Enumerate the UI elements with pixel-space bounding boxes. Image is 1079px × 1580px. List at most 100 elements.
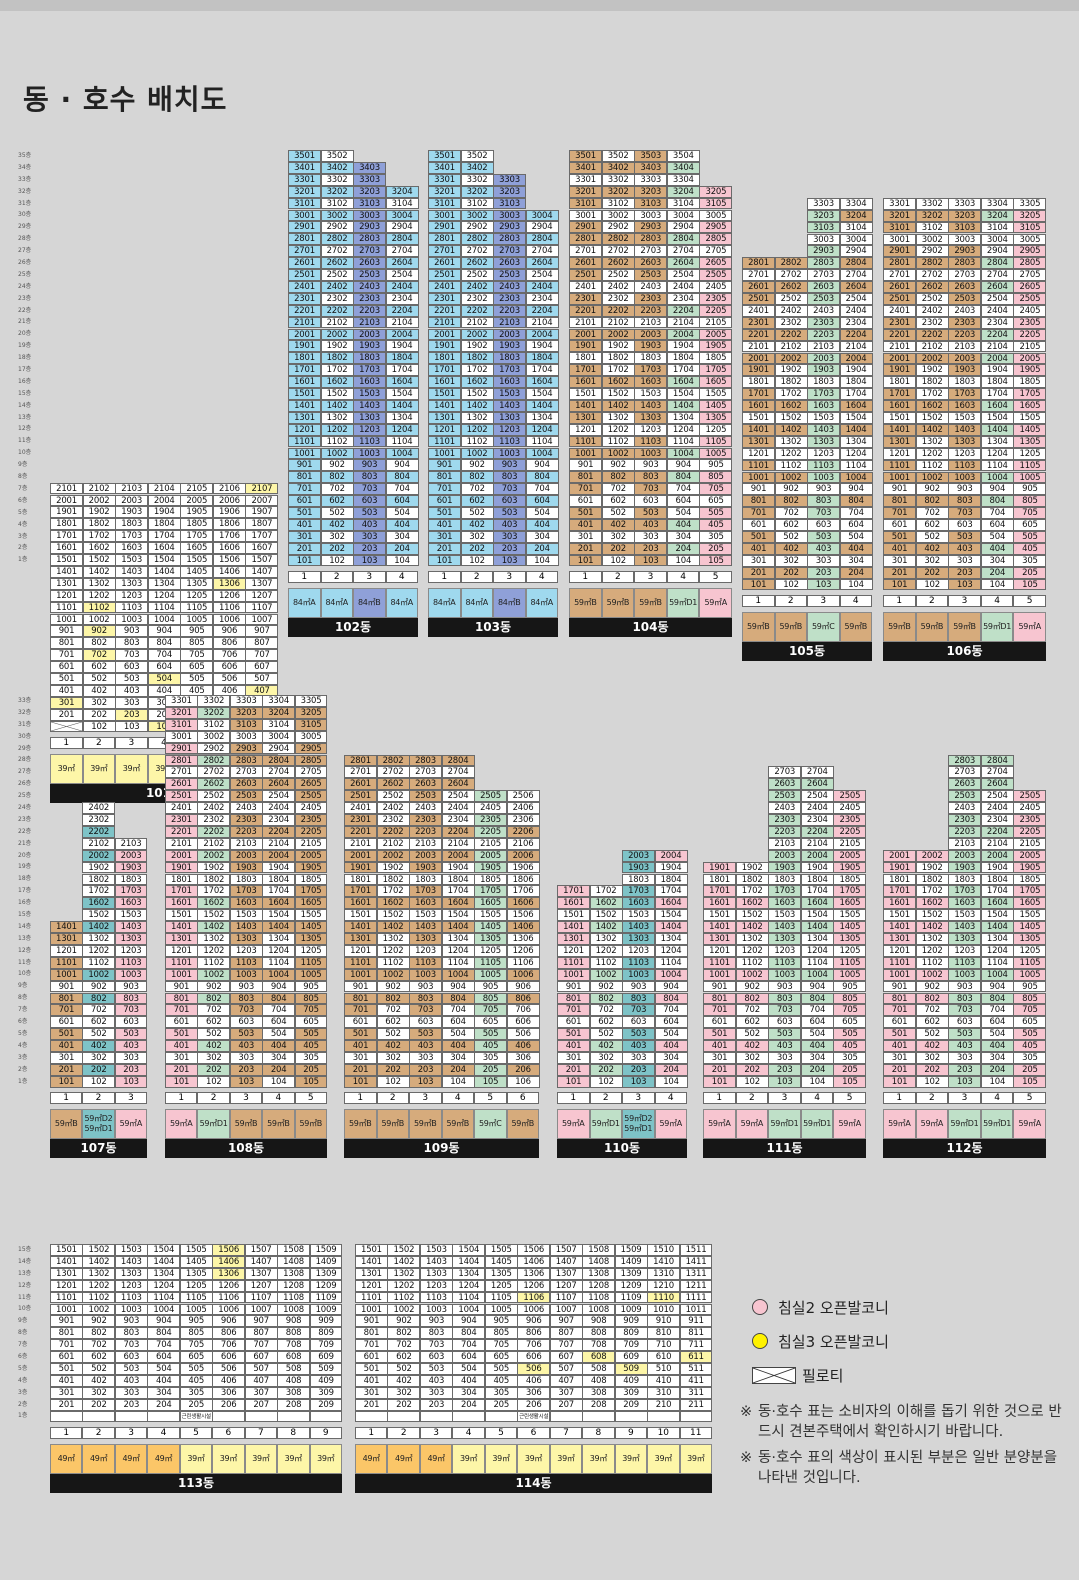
unit-cell: 1404 <box>666 399 700 412</box>
unit-cell: 1201 <box>742 447 775 460</box>
unit-cell: 701 <box>50 1339 83 1352</box>
unit-cell: 1207 <box>549 1279 583 1292</box>
unit-cell: 1301 <box>355 1267 388 1280</box>
unit-cell: 902 <box>376 980 410 993</box>
line-number-row: 1 2 3 4 5 6 7 8 9 10 11 <box>355 1426 712 1439</box>
unit-cell: 607 <box>245 661 279 673</box>
unit-type: 84㎡A <box>385 587 418 618</box>
unit-cell: 1903 <box>353 340 386 353</box>
unit-cell: 1201 <box>288 423 321 436</box>
unit-cell: 906 <box>506 980 540 993</box>
unit-cell: 904 <box>839 483 873 496</box>
unit-cell: 2503 <box>493 269 526 281</box>
building-101동: 2101 2001 1901 1801 1701 1601 1501 1401 1301 1201… <box>50 316 279 803</box>
unit-type: 59㎡A <box>165 1108 198 1139</box>
unit-cell: 2004 <box>980 849 1014 862</box>
unit-cell: 1701 <box>883 388 917 401</box>
unit-cell: 3302 <box>460 173 494 186</box>
unit-cell: 102 <box>601 554 635 567</box>
unit-cell: 1505 <box>294 909 328 922</box>
unit-cell: 1203 <box>807 447 840 460</box>
unit-cell: 1703 <box>409 885 442 898</box>
unit-type-label: 59㎡D1 <box>84 1123 113 1133</box>
piloti-cell <box>679 1410 713 1423</box>
note-text: 동·호수 표의 색상이 표시된 부분은 일반 분양분을 나타낸 것입니다. <box>758 1450 1058 1486</box>
unit-cell: 2505 <box>833 790 867 803</box>
unit-cell: 604 <box>654 1016 688 1029</box>
unit-cell: 703 <box>948 1004 982 1017</box>
unit-cell: 1002 <box>915 471 949 484</box>
unit-cell: 703 <box>409 1004 442 1017</box>
unit-cell: 2701 <box>288 245 321 258</box>
line-number: 1 <box>50 736 83 749</box>
unit-cell: 1702 <box>82 885 116 898</box>
unit-cell: 802 <box>82 1327 116 1340</box>
unit-cell: 703 <box>634 483 668 496</box>
floor-label: 4층 <box>18 1041 28 1049</box>
line-number: 7 <box>244 1426 278 1439</box>
unit-cell: 203 <box>634 542 668 555</box>
unit-cell: 1301 <box>288 411 321 424</box>
unit-cell: 1803 <box>948 873 982 886</box>
unit-type-label: 39㎡ <box>589 1453 608 1463</box>
unit-grid: 3501 3401 3301 3201 3101 3001 2901 2801 2701 2601… <box>288 150 419 567</box>
unit-cell: 805 <box>833 992 867 1005</box>
unit-cell: 1802 <box>915 376 949 389</box>
unit-cell: 509 <box>309 1363 343 1375</box>
unit-cell: 2705 <box>294 766 328 779</box>
unit-cell: 404 <box>441 1040 475 1052</box>
unit-cell: 1303 <box>634 411 668 424</box>
unit-cell: 1901 <box>165 861 198 874</box>
unit-cell: 602 <box>915 519 949 531</box>
unit-cell: 2702 <box>915 269 949 282</box>
unit-cell: 1103 <box>768 956 802 969</box>
unit-type: 59㎡B <box>742 611 775 642</box>
unit-cell: 1501 <box>355 1244 388 1256</box>
unit-type-label: 59㎡B <box>844 621 868 631</box>
unit-cell: 1503 <box>419 1244 453 1256</box>
unit-cell: 1301 <box>344 933 377 945</box>
unit-cell: 1603 <box>114 897 148 910</box>
unit-type: 59㎡B <box>262 1108 295 1139</box>
unit-cell: 309 <box>614 1386 648 1399</box>
unit-cell: 1703 <box>114 885 148 898</box>
unit-type: 49㎡ <box>82 1443 115 1474</box>
unit-cell: 1105 <box>294 956 328 969</box>
unit-cell: 102 <box>735 1075 769 1088</box>
unit-cell: 504 <box>525 507 559 519</box>
unit-cell: 2501 <box>344 790 377 803</box>
unit-cell: 1306 <box>212 577 246 590</box>
unit-cell: 1401 <box>50 921 83 933</box>
floor-label: 14층 <box>18 922 32 930</box>
unit-cell: 1603 <box>229 897 263 910</box>
floor-label: 2층 <box>18 544 28 552</box>
piloti-cell <box>244 1410 278 1423</box>
unit-type: 59㎡B <box>506 1108 539 1139</box>
unit-cell: 2901 <box>288 221 321 234</box>
unit-cell: 3103 <box>948 221 982 234</box>
unit-type: 49㎡ <box>50 1443 83 1474</box>
unit-cell: 1704 <box>980 885 1014 898</box>
unit-cell: 1801 <box>344 873 377 886</box>
unit-cell: 2101 <box>50 482 84 495</box>
unit-cell: 704 <box>800 1004 834 1017</box>
unit-cell: 1002 <box>735 968 769 981</box>
unit-cell: 902 <box>387 1315 421 1328</box>
unit-cell: 805 <box>484 1327 518 1340</box>
floor-label: 23층 <box>18 815 32 823</box>
unit-type: 49㎡ <box>355 1443 388 1474</box>
unit-cell: 3303 <box>493 173 526 186</box>
unit-cell: 1105 <box>484 1291 518 1304</box>
unit-cell: 301 <box>557 1052 590 1064</box>
unit-cell: 404 <box>839 542 873 555</box>
unit-cell: 1403 <box>114 921 148 933</box>
building-103동: 3501 3401 3301 3201 3101 3001 2901 2801 2701 2601… <box>428 150 559 637</box>
unit-type-label: 59㎡B <box>920 621 944 631</box>
unit-grid: 2801 2701 2601 2501 2401 2301 2201 2101 2001 1901… <box>742 174 873 591</box>
unit-cell: 1901 <box>50 506 84 519</box>
unit-cell: 2804 <box>525 233 559 246</box>
unit-cell: 2601 <box>428 257 461 269</box>
unit-cell: 1903 <box>768 861 802 874</box>
unit-cell: 603 <box>353 495 386 507</box>
unit-cell: 1902 <box>735 861 769 874</box>
